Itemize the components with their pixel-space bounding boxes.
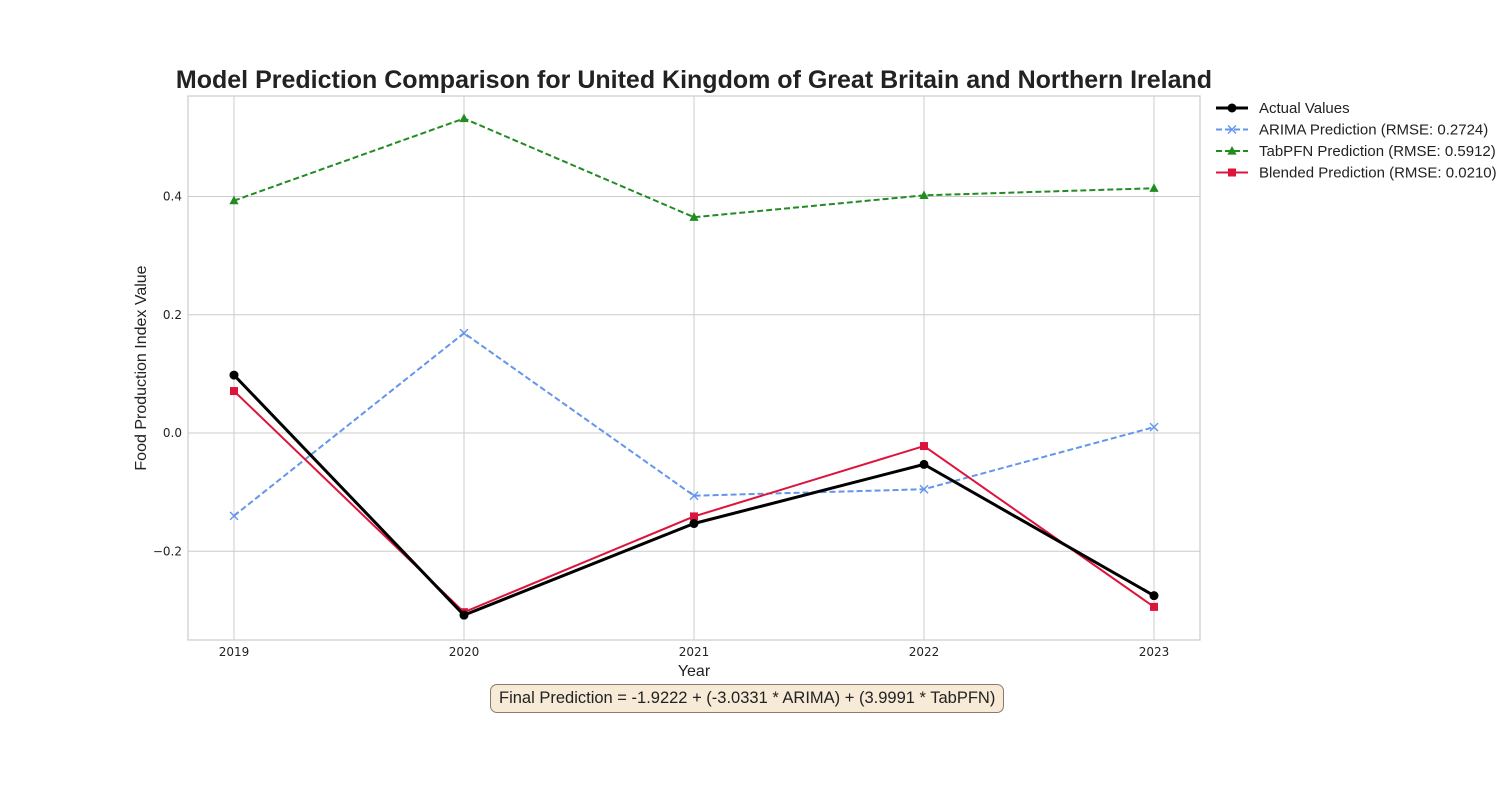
x-tick-label: 2022 bbox=[909, 645, 940, 659]
point-arima bbox=[229, 511, 239, 521]
point-actual bbox=[229, 370, 239, 380]
series-line-tabpfn bbox=[233, 117, 1155, 219]
series-tabpfn bbox=[229, 113, 1159, 221]
point-actual bbox=[459, 610, 469, 620]
series-layer bbox=[229, 113, 1159, 620]
series-arima bbox=[229, 328, 1159, 521]
x-marker-stroke bbox=[1149, 422, 1159, 432]
point-tabpfn bbox=[689, 212, 699, 221]
legend-label: TabPFN Prediction (RMSE: 0.5912) bbox=[1259, 143, 1496, 160]
ticks: 2019 2020 2021 2022 2023 −0.2 0.0 0.2 0.4 bbox=[153, 190, 1169, 659]
point-blended bbox=[1150, 602, 1158, 611]
point-arima bbox=[689, 491, 699, 501]
legend-item-tabpfn: TabPFN Prediction (RMSE: 0.5912) bbox=[1216, 143, 1496, 160]
y-tick-label: 0.4 bbox=[163, 190, 182, 204]
point-tabpfn bbox=[1149, 183, 1159, 192]
formula-annotation: Final Prediction = -1.9222 + (-3.0331 * … bbox=[490, 684, 1005, 713]
x-marker-stroke bbox=[229, 511, 239, 521]
chart-title: Model Prediction Comparison for United K… bbox=[176, 66, 1212, 94]
point-tabpfn bbox=[229, 195, 239, 205]
x-tick-label: 2021 bbox=[679, 645, 710, 659]
legend-label: Blended Prediction (RMSE: 0.0210) bbox=[1259, 165, 1497, 182]
legend-marker bbox=[1227, 146, 1237, 155]
x-marker-stroke bbox=[459, 328, 469, 338]
x-tick-label: 2019 bbox=[219, 645, 250, 659]
y-tick-label: −0.2 bbox=[153, 544, 182, 558]
point-tabpfn bbox=[919, 190, 929, 199]
series-actual bbox=[229, 370, 1159, 620]
x-tick-label: 2020 bbox=[449, 645, 480, 659]
legend-label: Actual Values bbox=[1259, 100, 1350, 117]
legend-marker bbox=[1227, 125, 1237, 134]
point-actual bbox=[689, 519, 699, 529]
point-blended bbox=[230, 387, 238, 396]
x-tick-label: 2023 bbox=[1139, 645, 1170, 659]
x-marker-stroke bbox=[689, 491, 699, 501]
legend-marker bbox=[1227, 103, 1237, 113]
point-actual bbox=[919, 459, 929, 469]
plot-frame bbox=[187, 95, 1201, 641]
point-blended bbox=[690, 512, 698, 521]
legend-item-arima: ARIMA Prediction (RMSE: 0.2724) bbox=[1216, 122, 1488, 139]
x-axis-label: Year bbox=[678, 663, 711, 680]
grid bbox=[188, 96, 1200, 640]
point-arima bbox=[459, 328, 469, 338]
legend-item-blended: Blended Prediction (RMSE: 0.0210) bbox=[1216, 165, 1497, 182]
y-tick-label: 0.0 bbox=[163, 426, 182, 440]
series-line-arima bbox=[233, 332, 1155, 517]
x-marker-stroke bbox=[919, 484, 929, 494]
y-tick-label: 0.2 bbox=[163, 308, 182, 322]
y-axis-label: Food Production Index Value bbox=[133, 265, 150, 470]
point-actual bbox=[1149, 591, 1159, 601]
point-arima bbox=[1149, 422, 1159, 432]
legend-label: ARIMA Prediction (RMSE: 0.2724) bbox=[1259, 122, 1488, 139]
legend-marker bbox=[1228, 168, 1236, 177]
point-arima bbox=[919, 484, 929, 494]
legend: Actual Values ARIMA Prediction (RMSE: 0.2… bbox=[1216, 100, 1497, 182]
x-marker-stroke bbox=[1227, 125, 1237, 134]
point-blended bbox=[920, 442, 928, 451]
legend-item-actual: Actual Values bbox=[1216, 100, 1350, 117]
point-tabpfn bbox=[459, 113, 469, 123]
